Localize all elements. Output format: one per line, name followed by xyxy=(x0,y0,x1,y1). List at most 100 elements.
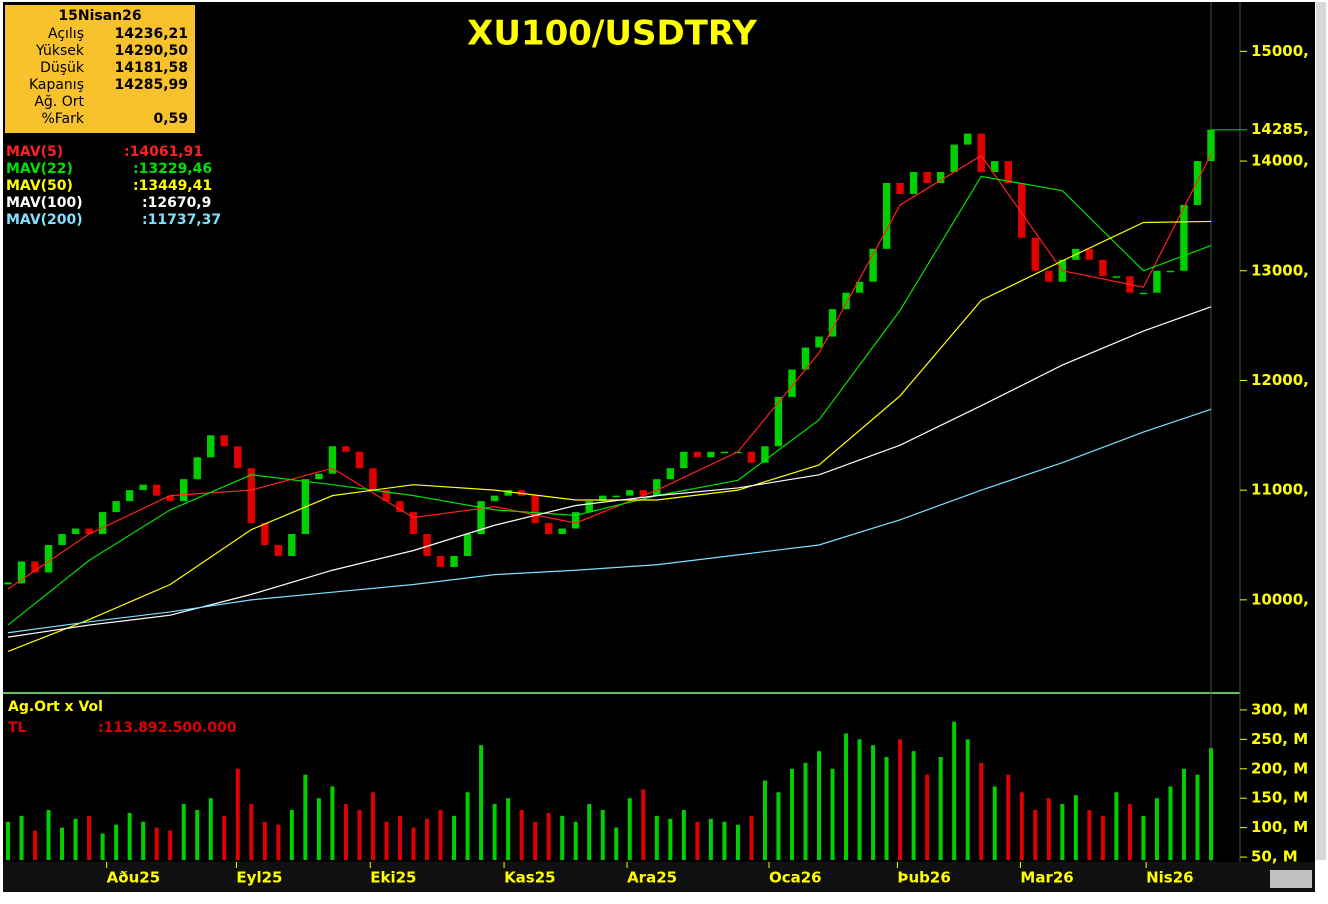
volume-bar xyxy=(533,821,538,860)
volume-bar xyxy=(114,824,119,860)
volume-bar xyxy=(492,804,497,860)
info-value: 14285,99 xyxy=(114,77,188,93)
legend-value: :13229,46 xyxy=(133,161,212,177)
legend-value: :11737,37 xyxy=(142,212,221,228)
volume-bar xyxy=(46,809,51,860)
volume-bar xyxy=(316,798,321,860)
candle xyxy=(923,172,931,184)
volume-bar xyxy=(1046,798,1051,860)
candle xyxy=(180,479,188,502)
legend-name: MAV(50) xyxy=(6,178,73,194)
volume-bar xyxy=(681,809,686,860)
candle xyxy=(855,281,864,293)
volume-bar xyxy=(911,751,916,860)
volume-bar xyxy=(357,809,362,860)
volume-bar xyxy=(884,757,889,860)
volume-bar xyxy=(762,780,767,860)
candle xyxy=(1180,204,1188,271)
candle xyxy=(274,545,283,556)
candle xyxy=(31,561,39,573)
candle xyxy=(544,523,553,535)
candle xyxy=(1139,292,1148,295)
candle xyxy=(761,446,769,463)
volume-bar xyxy=(168,830,173,860)
candle xyxy=(869,248,877,282)
info-label: Açılış xyxy=(48,26,84,42)
volume-bar xyxy=(235,768,240,860)
volume-bar xyxy=(708,818,713,860)
candle xyxy=(58,534,66,546)
legend-value: :12670,9 xyxy=(142,195,211,211)
x-tick-label: Eyl25 xyxy=(236,869,282,887)
volume-bar xyxy=(1006,774,1011,860)
volume-bar xyxy=(857,739,862,860)
candle xyxy=(1166,270,1175,273)
legend-name: MAV(100) xyxy=(6,195,83,211)
volume-bar xyxy=(343,804,348,860)
info-value: 14181,58 xyxy=(114,60,188,76)
volume-tick-label: 150, M xyxy=(1251,789,1308,807)
volume-bar xyxy=(6,821,10,860)
candle xyxy=(220,435,228,447)
x-tick-label: Eki25 xyxy=(370,869,416,887)
volume-bar xyxy=(627,798,632,860)
legend-value: :13449,41 xyxy=(133,178,212,194)
info-label: Ağ. Ort xyxy=(34,94,84,110)
info-date: 15Nisan26 xyxy=(58,8,141,24)
volume-bar xyxy=(1033,809,1038,860)
scrollbar xyxy=(1316,2,1326,860)
x-tick-label: Mar26 xyxy=(1020,869,1073,887)
volume-bar xyxy=(33,830,38,860)
volume-bar xyxy=(830,768,835,860)
volume-bar xyxy=(844,733,849,860)
volume-value: :113.892.500.000 xyxy=(98,720,237,736)
volume-bar xyxy=(411,827,416,860)
volume-bar xyxy=(19,815,24,860)
candle xyxy=(977,133,985,173)
volume-bar xyxy=(397,815,402,860)
volume-bar xyxy=(289,809,294,860)
candle xyxy=(882,183,891,249)
candle xyxy=(693,451,702,458)
x-tick-label: Oca26 xyxy=(769,869,822,887)
volume-bar xyxy=(87,815,92,860)
candle xyxy=(991,161,999,173)
candle xyxy=(612,495,620,498)
candle xyxy=(369,468,377,491)
volume-bar xyxy=(776,792,781,860)
volume-bar xyxy=(479,745,484,860)
volume-bar xyxy=(141,821,146,860)
mav-line xyxy=(7,408,1212,634)
candle xyxy=(234,446,242,469)
volume-bar xyxy=(1073,795,1078,860)
legend-name: MAV(200) xyxy=(6,212,83,228)
volume-tick-label: 300, M xyxy=(1251,700,1308,718)
y-tick-label: 12000, xyxy=(1251,371,1309,389)
candle xyxy=(828,309,837,337)
volume-bar xyxy=(438,809,443,860)
candle xyxy=(774,396,783,447)
candle xyxy=(963,133,972,145)
volume-bar xyxy=(1114,792,1119,860)
candle xyxy=(1112,276,1121,278)
price-marker-label: 14285, xyxy=(1251,120,1309,138)
candle xyxy=(409,512,418,535)
volume-bar xyxy=(546,812,551,860)
legend-name: MAV(22) xyxy=(6,161,73,177)
volume-bar xyxy=(370,792,375,860)
candle xyxy=(490,495,499,502)
candle xyxy=(801,347,810,370)
candle xyxy=(44,545,53,573)
candle xyxy=(328,446,337,474)
candle xyxy=(571,512,580,529)
candle xyxy=(396,501,404,513)
time-axis-bar xyxy=(3,862,1315,892)
scroll-buttons[interactable] xyxy=(1270,870,1312,888)
volume-bar xyxy=(735,824,740,860)
candle xyxy=(950,144,958,173)
candle xyxy=(112,501,120,513)
candle xyxy=(288,534,296,556)
candle xyxy=(477,501,485,535)
volume-bar xyxy=(722,821,727,860)
